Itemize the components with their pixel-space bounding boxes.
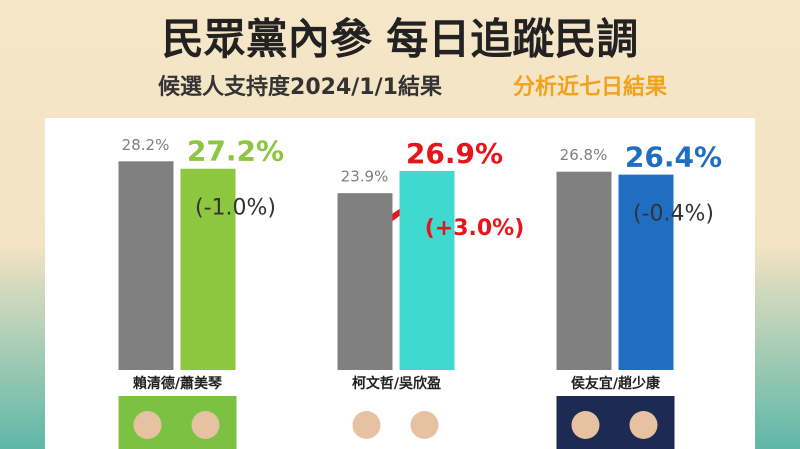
change-label: (-0.4%)	[633, 202, 714, 227]
value-label: 23.9%	[341, 168, 389, 186]
value-label: 26.8%	[560, 146, 608, 164]
bar	[118, 161, 174, 370]
value-label: 26.4%	[625, 141, 722, 174]
value-label: 28.2%	[122, 136, 170, 154]
bar	[399, 170, 455, 370]
chart-title: 民眾黨內參 每日追蹤民調	[162, 15, 639, 64]
candidate-photo	[191, 411, 220, 439]
change-label: (+3.0%)	[425, 216, 525, 241]
bar	[618, 174, 674, 370]
candidate-photo	[410, 411, 439, 439]
x-tick-label: 賴清德/蕭美琴	[133, 375, 223, 392]
candidate-photo	[133, 411, 162, 439]
subtitle-note: 分析近七日結果	[513, 74, 667, 100]
candidate-photo	[571, 411, 600, 439]
change-label: (-1.0%)	[195, 196, 276, 221]
bar	[337, 193, 393, 370]
x-tick-label: 柯文哲/吳欣盈	[352, 375, 441, 392]
value-label: 27.2%	[187, 135, 284, 168]
candidate-photo	[629, 411, 658, 439]
candidate-photo	[352, 411, 381, 439]
x-tick-label: 侯友宜/趙少康	[571, 375, 661, 392]
bar	[556, 171, 612, 370]
value-label: 26.9%	[406, 137, 503, 170]
bar	[180, 168, 236, 370]
chart-subtitle: 候選人支持度2024/1/1結果	[158, 74, 442, 100]
